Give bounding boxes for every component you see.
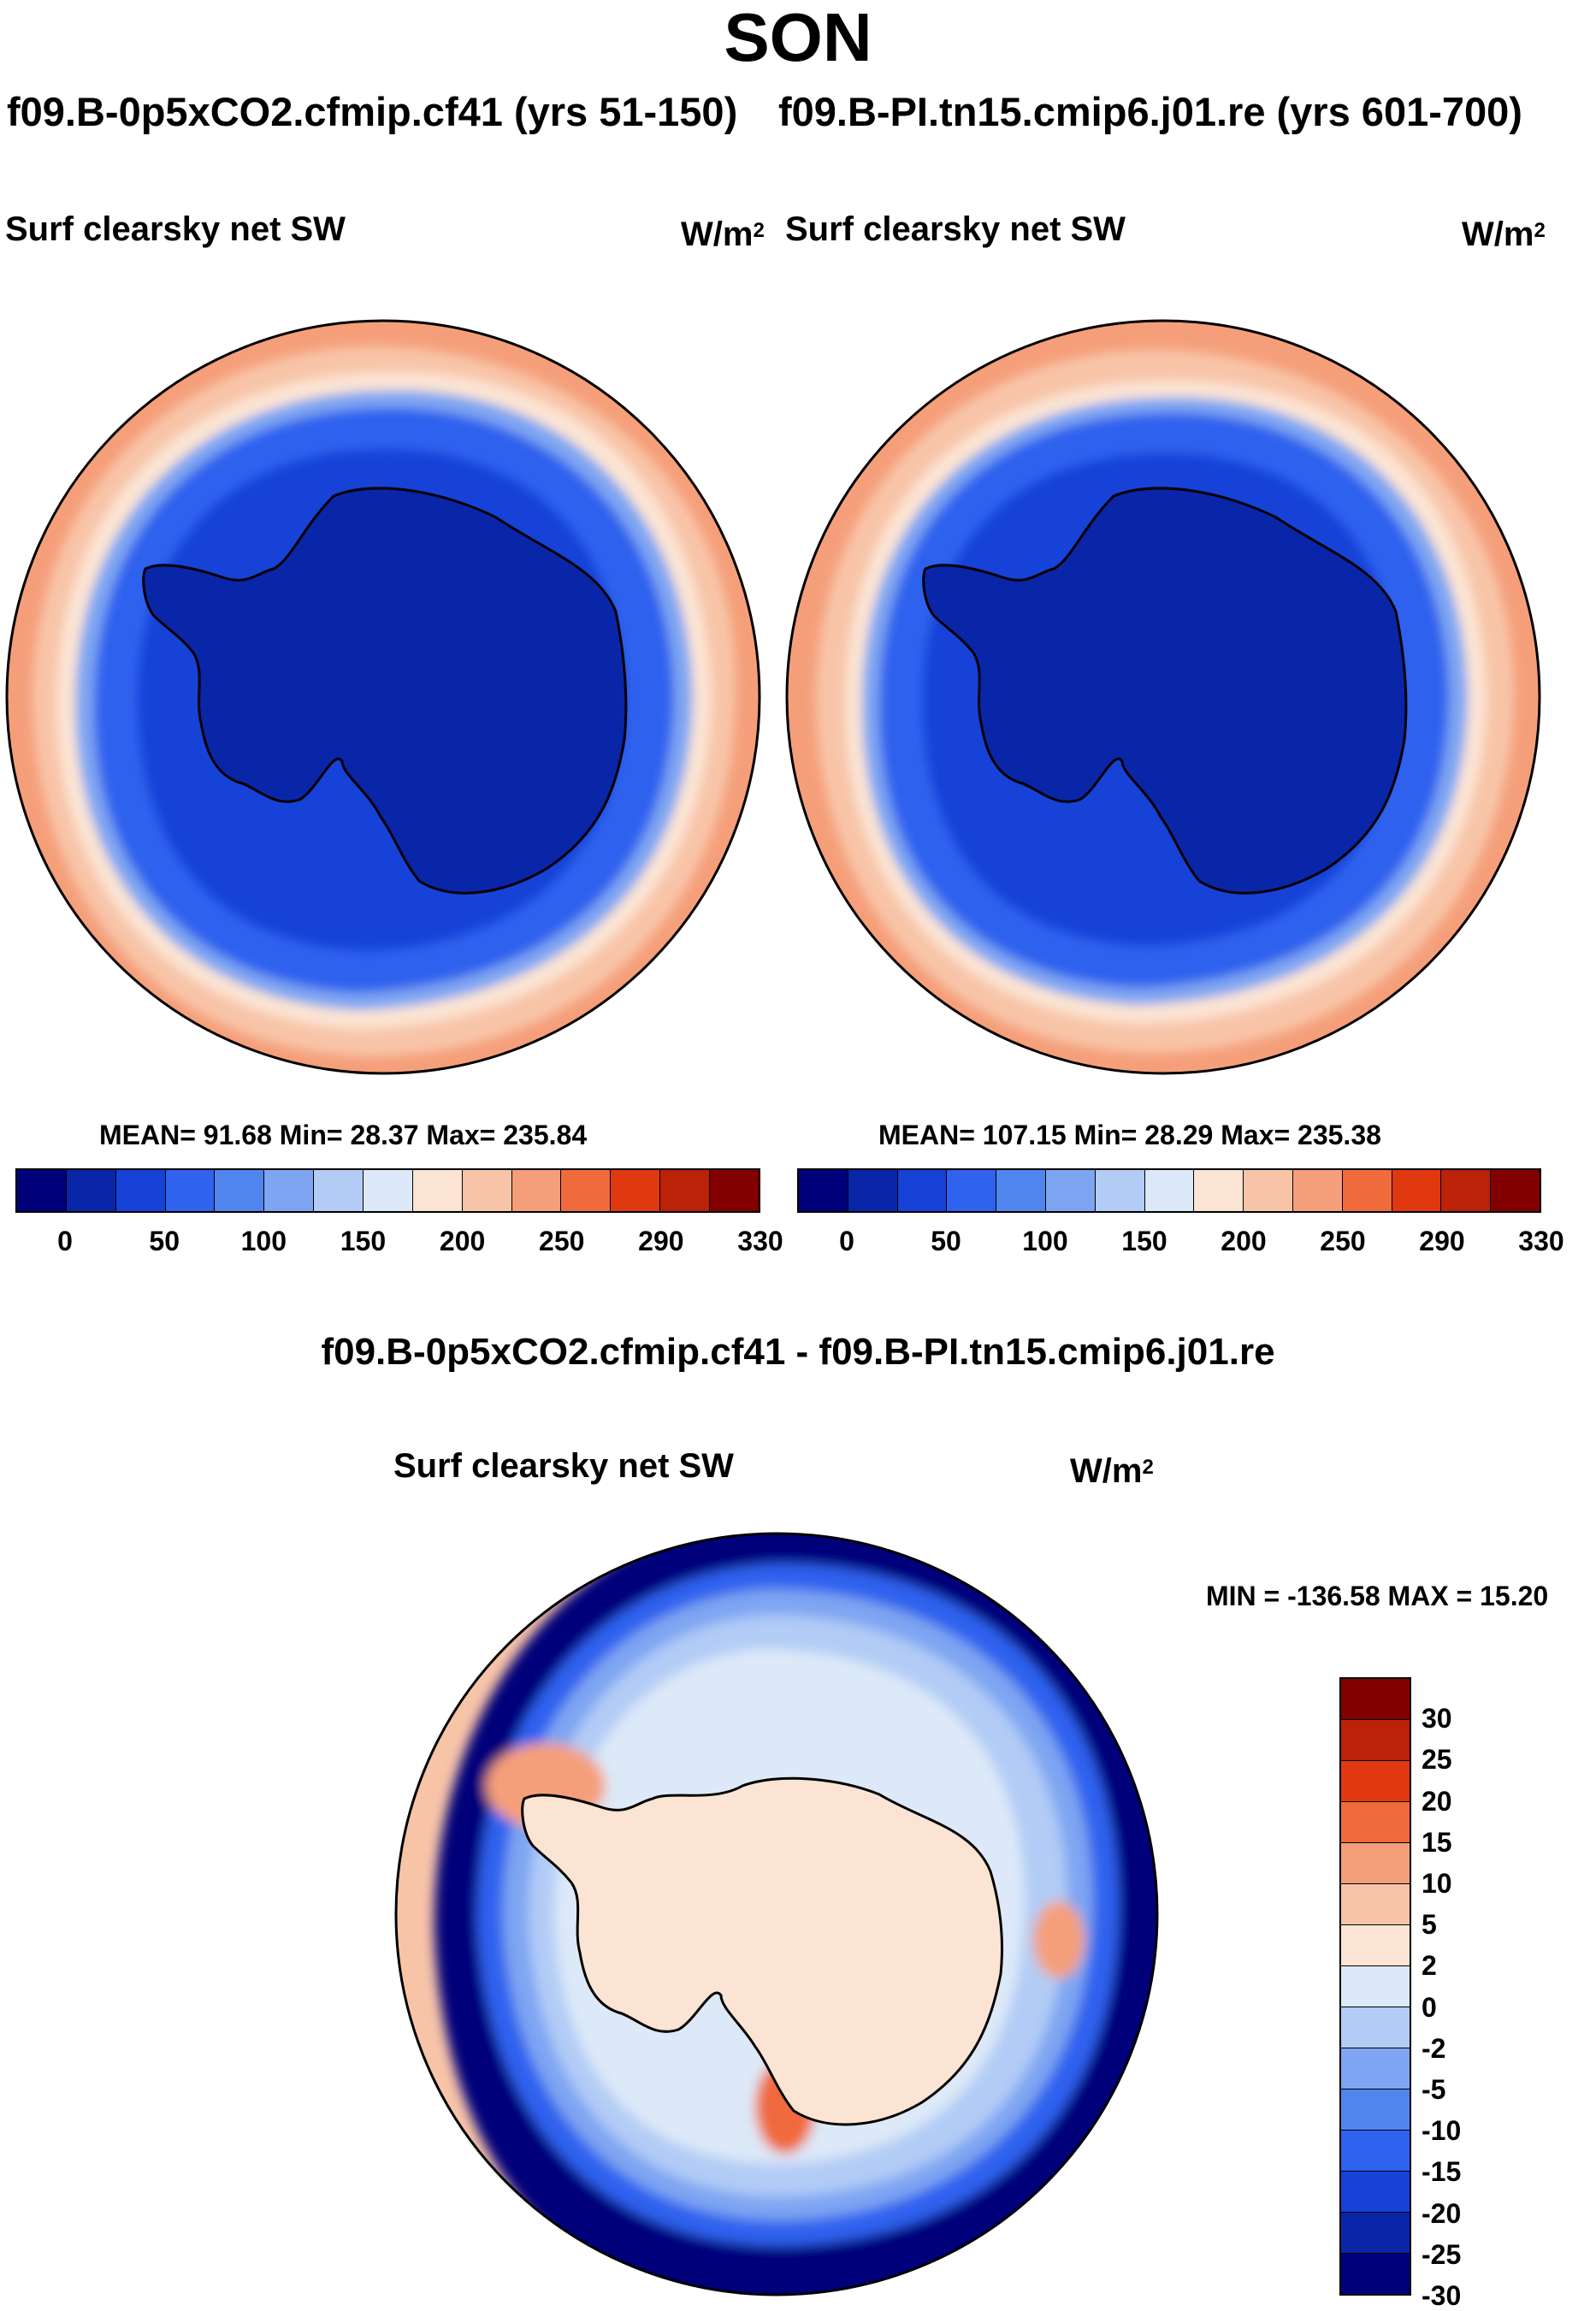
diff-colorbar-tick-label: 0 xyxy=(1422,1991,1437,2023)
difference-colorbar xyxy=(1339,1677,1411,2296)
diff-colorbar-tick-label: 2 xyxy=(1422,1950,1437,1982)
right-colorbar-swatch-7 xyxy=(1144,1170,1195,1211)
right-colorbar-swatch-3 xyxy=(947,1170,997,1211)
right-colorbar-swatch-12 xyxy=(1392,1170,1442,1211)
right-colorbar-swatch-9 xyxy=(1244,1170,1293,1211)
left-colorbar-tick-label: 50 xyxy=(149,1226,180,1256)
right-colorbar-swatch-11 xyxy=(1342,1170,1392,1211)
right-colorbar xyxy=(797,1168,1541,1213)
right-colorbar-swatch-10 xyxy=(1292,1170,1343,1211)
left-map xyxy=(5,319,761,1075)
left-variable-label: Surf clearsky net SW xyxy=(5,210,346,248)
diff-colorbar-swatch-6 xyxy=(1341,1925,1410,1966)
right-colorbar-tick-label: 100 xyxy=(1022,1226,1068,1256)
left-colorbar-swatch-10 xyxy=(511,1170,562,1211)
left-colorbar-swatch-5 xyxy=(264,1170,315,1211)
diff-colorbar-swatch-4 xyxy=(1341,1843,1410,1884)
right-colorbar-swatch-13 xyxy=(1441,1170,1492,1211)
left-colorbar-swatch-3 xyxy=(165,1170,216,1211)
diff-colorbar-swatch-14 xyxy=(1341,2254,1410,2294)
diff-colorbar-swatch-5 xyxy=(1341,1884,1410,1925)
right-colorbar-tick-label: 150 xyxy=(1121,1226,1167,1256)
diff-colorbar-tick-label: 10 xyxy=(1422,1868,1452,1899)
left-colorbar-swatch-2 xyxy=(115,1170,166,1211)
left-colorbar-swatch-14 xyxy=(710,1170,759,1211)
right-colorbar-tick-label: 330 xyxy=(1518,1226,1564,1256)
right-units: W/m2 xyxy=(1462,216,1546,253)
right-colorbar-swatch-6 xyxy=(1095,1170,1145,1211)
left-colorbar-swatch-6 xyxy=(314,1170,364,1211)
diff-colorbar-swatch-9 xyxy=(1341,2048,1410,2089)
right-colorbar-swatch-1 xyxy=(848,1170,898,1211)
diff-stats: MIN = -136.58 MAX = 15.20 xyxy=(1206,1581,1549,1611)
diff-colorbar-tick-label: 30 xyxy=(1422,1703,1452,1735)
right-run-title: f09.B-PI.tn15.cmip6.j01.re (yrs 601-700) xyxy=(778,89,1522,134)
diff-colorbar-tick-label: -20 xyxy=(1422,2197,1462,2229)
difference-title: f09.B-0p5xCO2.cfmip.cf41 - f09.B-PI.tn15… xyxy=(321,1331,1275,1373)
left-units: W/m2 xyxy=(681,216,765,253)
left-run-title: f09.B-0p5xCO2.cfmip.cf41 (yrs 51-150) xyxy=(7,89,738,134)
diff-colorbar-swatch-2 xyxy=(1341,1761,1410,1802)
diff-colorbar-swatch-3 xyxy=(1341,1802,1410,1843)
right-antarctica xyxy=(922,487,1408,895)
left-colorbar-tick-label: 250 xyxy=(539,1226,585,1256)
left-colorbar-swatch-0 xyxy=(17,1170,67,1211)
left-colorbar-tick-label: 200 xyxy=(439,1226,486,1256)
diff-colorbar-swatch-13 xyxy=(1341,2213,1410,2254)
left-colorbar-tick-label: 0 xyxy=(57,1226,73,1256)
right-colorbar-swatch-8 xyxy=(1194,1170,1244,1211)
right-colorbar-swatch-2 xyxy=(897,1170,948,1211)
right-colorbar-tick-label: 0 xyxy=(839,1226,854,1256)
left-colorbar-swatch-11 xyxy=(561,1170,612,1211)
right-stats: MEAN= 107.15 Min= 28.29 Max= 235.38 xyxy=(878,1120,1381,1150)
diff-colorbar-swatch-11 xyxy=(1341,2131,1410,2172)
diff-colorbar-tick-label: -25 xyxy=(1422,2238,1462,2270)
right-colorbar-swatch-14 xyxy=(1491,1170,1540,1211)
right-colorbar-swatch-4 xyxy=(996,1170,1046,1211)
difference-map xyxy=(394,1532,1159,2296)
left-colorbar-swatch-4 xyxy=(215,1170,265,1211)
diff-colorbar-tick-label: -15 xyxy=(1422,2156,1462,2188)
diff-colorbar-tick-label: -30 xyxy=(1422,2280,1462,2311)
diff-colorbar-tick-label: 15 xyxy=(1422,1826,1452,1858)
left-colorbar-swatch-12 xyxy=(611,1170,661,1211)
right-colorbar-swatch-5 xyxy=(1045,1170,1096,1211)
right-colorbar-tick-label: 200 xyxy=(1221,1226,1267,1256)
left-colorbar-tick-label: 330 xyxy=(737,1226,783,1256)
diff-colorbar-swatch-8 xyxy=(1341,2007,1410,2048)
diff-colorbar-swatch-12 xyxy=(1341,2172,1410,2213)
left-colorbar-swatch-9 xyxy=(462,1170,512,1211)
diff-colorbar-swatch-0 xyxy=(1341,1679,1410,1720)
diff-colorbar-tick-label: 20 xyxy=(1422,1785,1452,1817)
diff-colorbar-tick-label: -10 xyxy=(1422,2115,1462,2147)
diff-units: W/m2 xyxy=(1070,1452,1154,1490)
diff-colorbar-tick-label: 25 xyxy=(1422,1744,1452,1776)
diff-colorbar-swatch-1 xyxy=(1341,1720,1410,1761)
diff-variable-label: Surf clearsky net SW xyxy=(393,1447,734,1485)
left-antarctica xyxy=(142,487,628,895)
diff-antarctica xyxy=(521,1776,1003,2126)
right-colorbar-tick-label: 250 xyxy=(1320,1226,1366,1256)
right-colorbar-swatch-0 xyxy=(799,1170,848,1211)
left-colorbar-swatch-1 xyxy=(66,1170,116,1211)
right-variable-label: Surf clearsky net SW xyxy=(785,210,1126,248)
diff-colorbar-swatch-10 xyxy=(1341,2089,1410,2131)
left-colorbar-tick-label: 290 xyxy=(638,1226,684,1256)
right-colorbar-tick-label: 50 xyxy=(931,1226,961,1256)
left-colorbar-tick-label: 150 xyxy=(340,1226,387,1256)
diff-colorbar-tick-label: 5 xyxy=(1422,1909,1437,1941)
diff-warm-patch-3 xyxy=(1033,1901,1085,1978)
left-colorbar-swatch-7 xyxy=(364,1170,413,1211)
right-colorbar-tick-label: 290 xyxy=(1419,1226,1465,1256)
diff-colorbar-tick-label: -2 xyxy=(1422,2032,1446,2064)
left-colorbar-swatch-8 xyxy=(412,1170,463,1211)
diff-colorbar-swatch-7 xyxy=(1341,1966,1410,2007)
right-map xyxy=(785,319,1541,1075)
left-colorbar xyxy=(15,1168,760,1213)
diff-colorbar-tick-label: -5 xyxy=(1422,2074,1446,2105)
left-colorbar-swatch-13 xyxy=(660,1170,711,1211)
left-stats: MEAN= 91.68 Min= 28.37 Max= 235.84 xyxy=(99,1120,588,1150)
left-colorbar-tick-label: 100 xyxy=(240,1226,287,1256)
figure-title: SON xyxy=(724,0,872,75)
